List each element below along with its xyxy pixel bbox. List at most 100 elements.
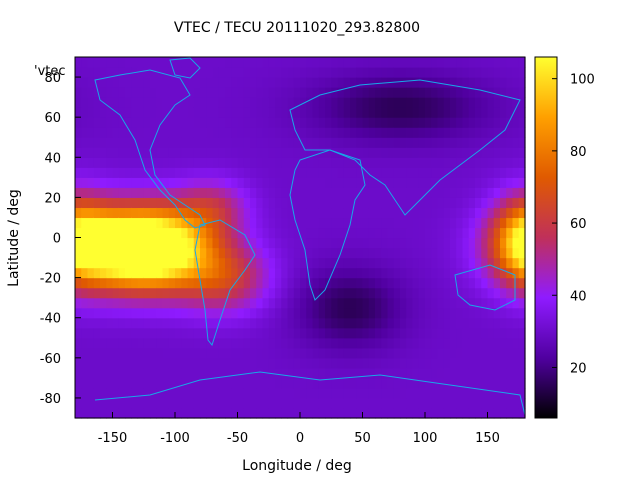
- heatmap-cell: [437, 317, 445, 329]
- heatmap-cell: [162, 227, 170, 239]
- heatmap-cell: [206, 387, 214, 399]
- heatmap-cell: [175, 307, 182, 319]
- heatmap-cell: [450, 267, 457, 279]
- heatmap-cell: [193, 57, 201, 68]
- heatmap-cell: [75, 317, 82, 329]
- heatmap-cell: [112, 237, 120, 249]
- heatmap-cell: [262, 127, 270, 138]
- heatmap-cell: [156, 117, 164, 128]
- heatmap-cell: [281, 57, 289, 68]
- heatmap-cell: [450, 157, 457, 168]
- heatmap-cell: [500, 77, 507, 88]
- heatmap-cell: [412, 127, 420, 138]
- heatmap-cell: [512, 247, 520, 259]
- heatmap-cell: [181, 287, 189, 299]
- heatmap-cell: [312, 167, 320, 178]
- heatmap-cell: [243, 87, 251, 98]
- heatmap-cell: [500, 177, 507, 188]
- x-tick-label: 150: [475, 431, 500, 446]
- heatmap-cell: [443, 307, 451, 319]
- heatmap-cell: [437, 167, 445, 178]
- heatmap-cell: [512, 197, 520, 209]
- heatmap-cell: [137, 177, 145, 188]
- heatmap-cell: [112, 217, 120, 229]
- heatmap-cell: [450, 207, 457, 219]
- heatmap-cell: [168, 167, 176, 178]
- heatmap-cell: [331, 137, 339, 148]
- heatmap-cell: [150, 247, 157, 259]
- heatmap-cell: [318, 197, 326, 209]
- heatmap-cell: [468, 397, 476, 409]
- heatmap-cell: [512, 317, 520, 329]
- heatmap-cell: [125, 347, 132, 359]
- heatmap-cell: [287, 337, 295, 349]
- chart-title: VTEC / TECU 20111020_293.82800: [174, 20, 420, 36]
- heatmap-cell: [306, 177, 314, 188]
- heatmap-cell: [237, 247, 245, 259]
- heatmap-cell: [468, 297, 476, 309]
- heatmap-cell: [481, 107, 489, 118]
- heatmap-cell: [381, 137, 389, 148]
- heatmap-cell: [243, 177, 251, 188]
- heatmap-cell: [318, 297, 326, 309]
- heatmap-cell: [387, 347, 395, 359]
- colorbar-tick-label: 100: [570, 73, 595, 88]
- heatmap-cell: [406, 177, 414, 188]
- heatmap-cell: [450, 137, 457, 148]
- heatmap-cell: [137, 397, 145, 409]
- heatmap-cell: [506, 147, 514, 158]
- heatmap-cell: [200, 167, 207, 178]
- heatmap-cell: [400, 337, 407, 349]
- heatmap-cell: [443, 257, 451, 269]
- heatmap-cell: [187, 267, 195, 279]
- heatmap-cell: [450, 297, 457, 309]
- heatmap-cell: [406, 127, 414, 138]
- heatmap-cell: [425, 187, 432, 198]
- heatmap-cell: [381, 357, 389, 369]
- heatmap-cell: [337, 217, 345, 229]
- heatmap-cell: [325, 317, 332, 329]
- heatmap-cell: [512, 327, 520, 339]
- heatmap-cell: [318, 317, 326, 329]
- heatmap-cell: [131, 407, 139, 419]
- heatmap-cell: [406, 137, 414, 148]
- heatmap-cell: [437, 307, 445, 319]
- heatmap-cell: [487, 147, 495, 158]
- heatmap-cell: [206, 177, 214, 188]
- heatmap-cell: [162, 197, 170, 209]
- heatmap-cell: [393, 387, 401, 399]
- heatmap-cell: [425, 157, 432, 168]
- heatmap-cell: [256, 207, 264, 219]
- heatmap-cell: [193, 177, 201, 188]
- heatmap-cell: [250, 387, 257, 399]
- heatmap-cell: [356, 257, 364, 269]
- heatmap-cell: [493, 327, 501, 339]
- heatmap-cell: [250, 257, 257, 269]
- heatmap-cell: [450, 307, 457, 319]
- heatmap-cell: [418, 297, 426, 309]
- heatmap-cell: [75, 247, 82, 259]
- heatmap-cell: [256, 377, 264, 389]
- heatmap-cell: [462, 307, 470, 319]
- heatmap-cell: [106, 267, 114, 279]
- x-tick-label: -100: [160, 431, 190, 446]
- heatmap-cell: [443, 207, 451, 219]
- heatmap-cell: [475, 57, 482, 68]
- heatmap-cell: [193, 107, 201, 118]
- heatmap-cell: [375, 357, 382, 369]
- heatmap-cell: [425, 87, 432, 98]
- heatmap-cell: [325, 127, 332, 138]
- heatmap-cell: [206, 107, 214, 118]
- heatmap-cell: [268, 217, 276, 229]
- heatmap-cell: [337, 377, 345, 389]
- heatmap-cell: [350, 197, 357, 209]
- heatmap-cell: [200, 267, 207, 279]
- heatmap-cell: [125, 357, 132, 369]
- heatmap-cell: [475, 227, 482, 239]
- heatmap-cell: [162, 87, 170, 98]
- heatmap-cell: [400, 287, 407, 299]
- heatmap-cell: [206, 407, 214, 419]
- heatmap-cell: [106, 197, 114, 209]
- heatmap-cell: [275, 367, 282, 379]
- heatmap-cell: [437, 67, 445, 78]
